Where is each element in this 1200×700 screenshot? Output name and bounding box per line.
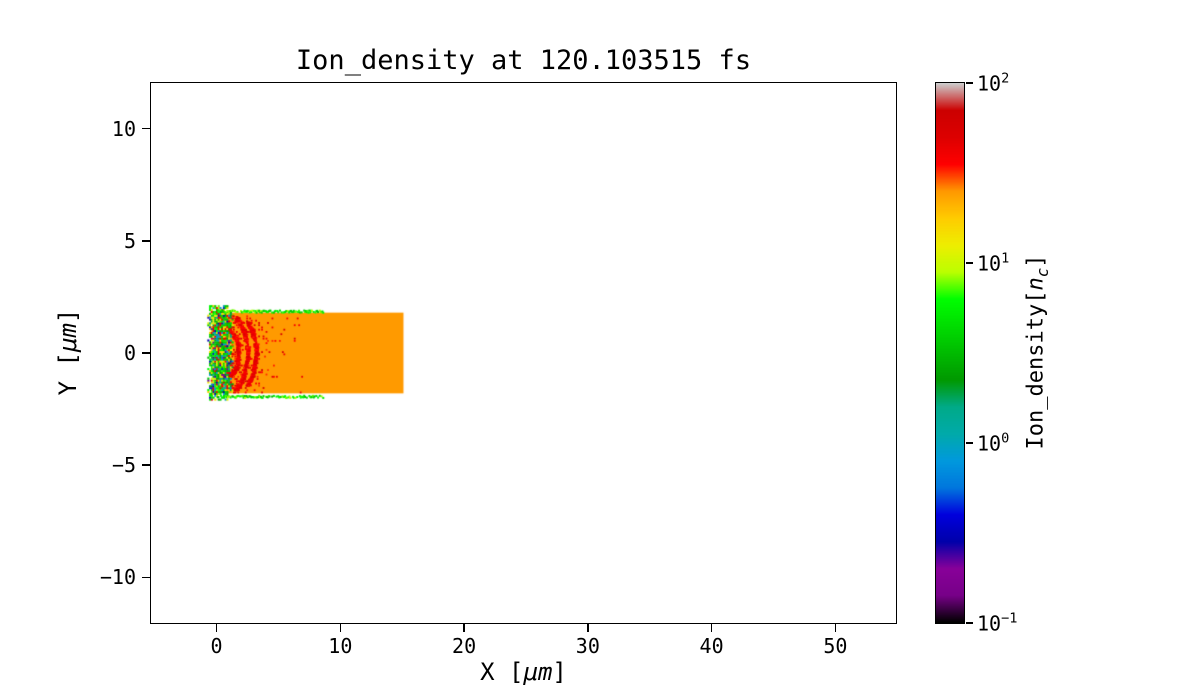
plot-area — [150, 82, 897, 624]
x-axis-label-prefix: X [ — [480, 658, 524, 686]
y-tick-label: −10 — [99, 565, 136, 590]
y-axis-label-unit: μm — [54, 323, 82, 352]
x-tick-mark — [339, 624, 342, 632]
y-tick-label: 5 — [123, 228, 136, 253]
y-tick-mark — [142, 576, 150, 578]
y-tick-mark — [142, 240, 150, 242]
x-tick-label: 30 — [575, 634, 600, 658]
y-axis-label-prefix: Y [ — [54, 352, 82, 396]
colorbar-tick-label: 10−1 — [977, 610, 1018, 636]
colorbar-tick-label: 100 — [977, 430, 1010, 456]
y-tick-mark — [142, 464, 150, 466]
colorbar-gradient — [936, 83, 964, 623]
x-tick-label: 0 — [210, 634, 223, 658]
y-tick-label: 10 — [111, 116, 136, 141]
colorbar-tick-mark — [966, 442, 973, 444]
x-axis-label: X [μm] — [150, 660, 897, 684]
colorbar-tick-mark — [966, 262, 973, 264]
colorbar-tick-mark — [966, 622, 973, 624]
colorbar-label-suffix: ] — [1023, 254, 1049, 268]
colorbar-label: Ion_density[nc] — [1023, 254, 1052, 450]
y-axis-label-suffix: ] — [54, 308, 82, 324]
x-tick-mark — [215, 624, 218, 632]
colorbar-tick-mark — [966, 82, 973, 84]
y-tick-mark — [142, 127, 150, 130]
plot-title: Ion_density at 120.103515 fs — [295, 45, 752, 76]
colorbar-label-prefix: Ion_density[ — [1023, 290, 1049, 450]
y-tick-mark — [142, 352, 150, 354]
x-tick-mark — [710, 624, 713, 632]
x-tick-mark — [587, 624, 589, 632]
colorbar-label-symbol: n — [1023, 277, 1049, 291]
y-axis-label: Y [μm] — [54, 308, 82, 396]
x-axis-label-unit: μm — [523, 658, 553, 686]
colorbar-label-subscript: c — [1032, 267, 1052, 278]
x-tick-label: 50 — [823, 634, 848, 658]
colorbar-tick-label: 102 — [977, 70, 1010, 96]
x-tick-label: 40 — [699, 634, 724, 658]
y-tick-label: −5 — [111, 453, 136, 478]
x-axis-label-suffix: ] — [552, 658, 567, 686]
x-tick-label: 20 — [452, 634, 477, 658]
x-tick-mark — [834, 624, 837, 632]
colorbar — [935, 82, 965, 624]
x-tick-mark — [463, 624, 465, 632]
x-tick-label: 10 — [328, 634, 353, 658]
ion-density-heatmap — [151, 83, 896, 623]
colorbar-tick-label: 101 — [977, 250, 1010, 276]
